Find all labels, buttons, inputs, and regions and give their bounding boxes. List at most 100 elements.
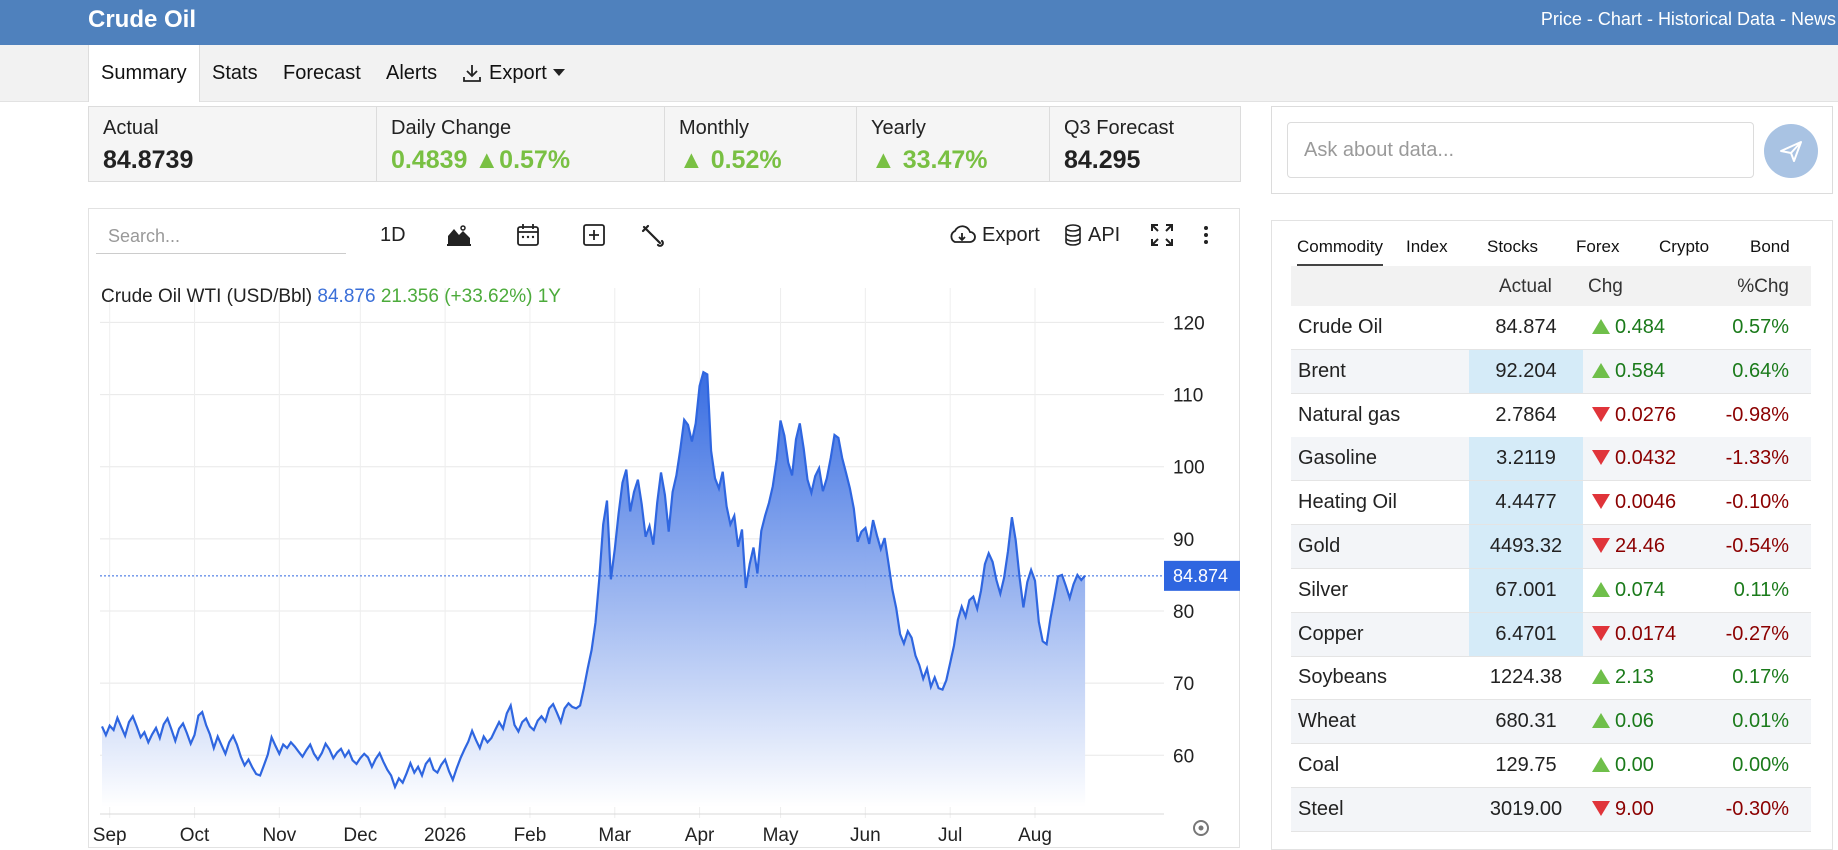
- api-label: API: [1088, 223, 1121, 246]
- tab-stats[interactable]: Stats: [212, 62, 258, 84]
- chart-search-input[interactable]: [96, 220, 346, 254]
- daily-change-value: 0.4839: [391, 146, 468, 174]
- change-cell: 24.46: [1586, 525, 1665, 568]
- change-value: 0.06: [1615, 710, 1654, 733]
- actual-value: 92.204: [1469, 349, 1583, 393]
- price-chart[interactable]: 84.874 60 70 80 90 100 110 120 Sep Oct Nov Dec 202…: [88, 258, 1240, 846]
- actual-value: 3019.00: [1489, 797, 1563, 820]
- table-row[interactable]: Copper 6.4701 0.0174 -0.27%: [1291, 612, 1811, 657]
- change-value: 0.074: [1615, 578, 1666, 601]
- change-value: 0.0432: [1615, 447, 1677, 470]
- x-tick-label: Nov: [262, 825, 296, 846]
- change-cell: 0.0432: [1586, 437, 1676, 480]
- actual-value: 67.001: [1469, 568, 1583, 612]
- market-tab-bond[interactable]: Bond: [1750, 237, 1790, 256]
- x-axis: Sep Oct Nov Dec 2026 Feb Mar Apr May Jun Jul Aug: [93, 825, 1052, 846]
- commodity-name: Natural gas: [1298, 403, 1401, 426]
- top-bar: [0, 0, 1838, 45]
- up-triangle-icon: [1592, 319, 1610, 334]
- market-tab-stocks[interactable]: Stocks: [1487, 237, 1539, 256]
- chart-type-button[interactable]: [446, 220, 472, 250]
- change-value: 0.0174: [1615, 622, 1677, 645]
- api-button[interactable]: API: [1064, 220, 1120, 250]
- change-value: 0.0276: [1615, 403, 1677, 426]
- column-header-actual[interactable]: Actual: [1499, 276, 1552, 297]
- column-header-chg[interactable]: Chg: [1588, 276, 1623, 297]
- commodity-name: Gasoline: [1298, 447, 1377, 470]
- actual-value: 84.874: [1495, 316, 1557, 338]
- table-row[interactable]: Gold 4493.32 24.46 -0.54%: [1291, 525, 1811, 569]
- x-tick-label: Sep: [93, 825, 127, 846]
- app-title[interactable]: Crude Oil: [88, 6, 197, 33]
- compare-button[interactable]: [582, 220, 606, 250]
- tab-forecast[interactable]: Forecast: [283, 62, 361, 84]
- database-icon: [1065, 224, 1081, 246]
- x-tick-label: Jul: [938, 825, 962, 846]
- tab-bar: [0, 45, 1838, 102]
- stat-daily-change: Daily Change 0.4839 ▲0.57%: [376, 106, 665, 182]
- market-tab-commodity[interactable]: Commodity: [1297, 226, 1383, 266]
- actual-value: 6.4701: [1469, 612, 1583, 656]
- nav-link-historical-data[interactable]: Historical Data: [1657, 9, 1775, 29]
- send-button[interactable]: [1764, 124, 1818, 178]
- table-row[interactable]: Brent 92.204 0.584 0.64%: [1291, 349, 1811, 394]
- table-row[interactable]: Soybeans 1224.38 2.13 0.17%: [1291, 656, 1811, 701]
- column-header-pct-chg[interactable]: %Chg: [1737, 276, 1789, 297]
- download-icon: [463, 65, 481, 82]
- pct-change-value: -0.27%: [1725, 622, 1789, 645]
- market-table-header: Actual Chg %Chg: [1291, 266, 1811, 306]
- nav-link-news[interactable]: News: [1790, 9, 1836, 29]
- up-triangle-icon: [1592, 757, 1610, 772]
- tab-summary[interactable]: Summary: [88, 45, 200, 102]
- chart-legend: Crude Oil WTI (USD/Bbl) 84.876 21.356 (+…: [101, 286, 561, 307]
- ask-data-input[interactable]: [1287, 122, 1754, 178]
- nav-link-price[interactable]: Price: [1540, 9, 1582, 29]
- table-row[interactable]: Natural gas 2.7864 0.0276 -0.98%: [1291, 394, 1811, 438]
- change-cell: 0.00: [1586, 744, 1654, 787]
- change-value: 0.00: [1615, 754, 1654, 776]
- table-row[interactable]: Gasoline 3.2119 0.0432 -1.33%: [1291, 437, 1811, 482]
- stat-value: 0.4839 ▲0.57%: [391, 146, 650, 175]
- x-tick-label: Oct: [180, 825, 210, 846]
- table-row[interactable]: Coal 129.75 0.00 0.00%: [1291, 744, 1811, 788]
- table-row[interactable]: Wheat 680.31 0.06 0.01%: [1291, 700, 1811, 745]
- table-row[interactable]: Crude Oil 84.874 0.484 0.57%: [1291, 306, 1811, 350]
- table-row[interactable]: Silver 67.001 0.074 0.11%: [1291, 568, 1811, 613]
- market-tab-index[interactable]: Index: [1406, 237, 1448, 256]
- change-cell: 0.584: [1586, 350, 1665, 393]
- legend-change: 21.356 (+33.62%): [381, 286, 533, 307]
- up-triangle-icon: [1592, 362, 1610, 378]
- x-tick-label: Aug: [1018, 825, 1052, 846]
- indicators-button[interactable]: [640, 220, 664, 250]
- nav-link-chart[interactable]: Chart: [1597, 9, 1642, 29]
- table-row[interactable]: Steel 3019.00 9.00 -0.30%: [1291, 787, 1811, 832]
- range-1d-button[interactable]: 1D: [380, 223, 406, 246]
- stat-value: ▲ 33.47%: [871, 146, 1035, 175]
- stat-yearly: Yearly ▲ 33.47%: [856, 106, 1050, 182]
- chart-settings-button[interactable]: [1193, 820, 1209, 836]
- date-range-button[interactable]: [516, 220, 540, 250]
- pct-change-value: 0.01%: [1732, 710, 1789, 733]
- table-row[interactable]: Heating Oil 4.4477 0.0046 -0.10%: [1291, 481, 1811, 526]
- plus-square-icon: [583, 224, 605, 246]
- change-value: 0.584: [1615, 359, 1666, 382]
- pct-change-value: -0.10%: [1725, 491, 1789, 514]
- up-arrow-icon: ▲: [679, 146, 711, 174]
- export-dropdown[interactable]: Export: [449, 45, 577, 101]
- y-tick-label: 90: [1173, 530, 1194, 551]
- down-triangle-icon: [1592, 800, 1610, 816]
- market-tab-crypto[interactable]: Crypto: [1659, 237, 1710, 256]
- change-value: 2.13: [1615, 666, 1654, 689]
- fullscreen-button[interactable]: [1150, 220, 1174, 250]
- tab-alerts[interactable]: Alerts: [386, 62, 438, 84]
- change-cell: 0.0276: [1586, 394, 1676, 437]
- pct-change-value: 0.57%: [1732, 316, 1789, 338]
- market-tab-forex[interactable]: Forex: [1576, 237, 1620, 256]
- wrench-icon: [641, 224, 664, 247]
- chart-export-button[interactable]: Export: [948, 220, 1040, 250]
- send-icon: [1780, 141, 1802, 162]
- change-cell: 0.0046: [1586, 481, 1676, 524]
- more-options-button[interactable]: [1200, 220, 1212, 250]
- change-cell: 0.484: [1586, 306, 1665, 349]
- commodity-name: Coal: [1298, 754, 1340, 776]
